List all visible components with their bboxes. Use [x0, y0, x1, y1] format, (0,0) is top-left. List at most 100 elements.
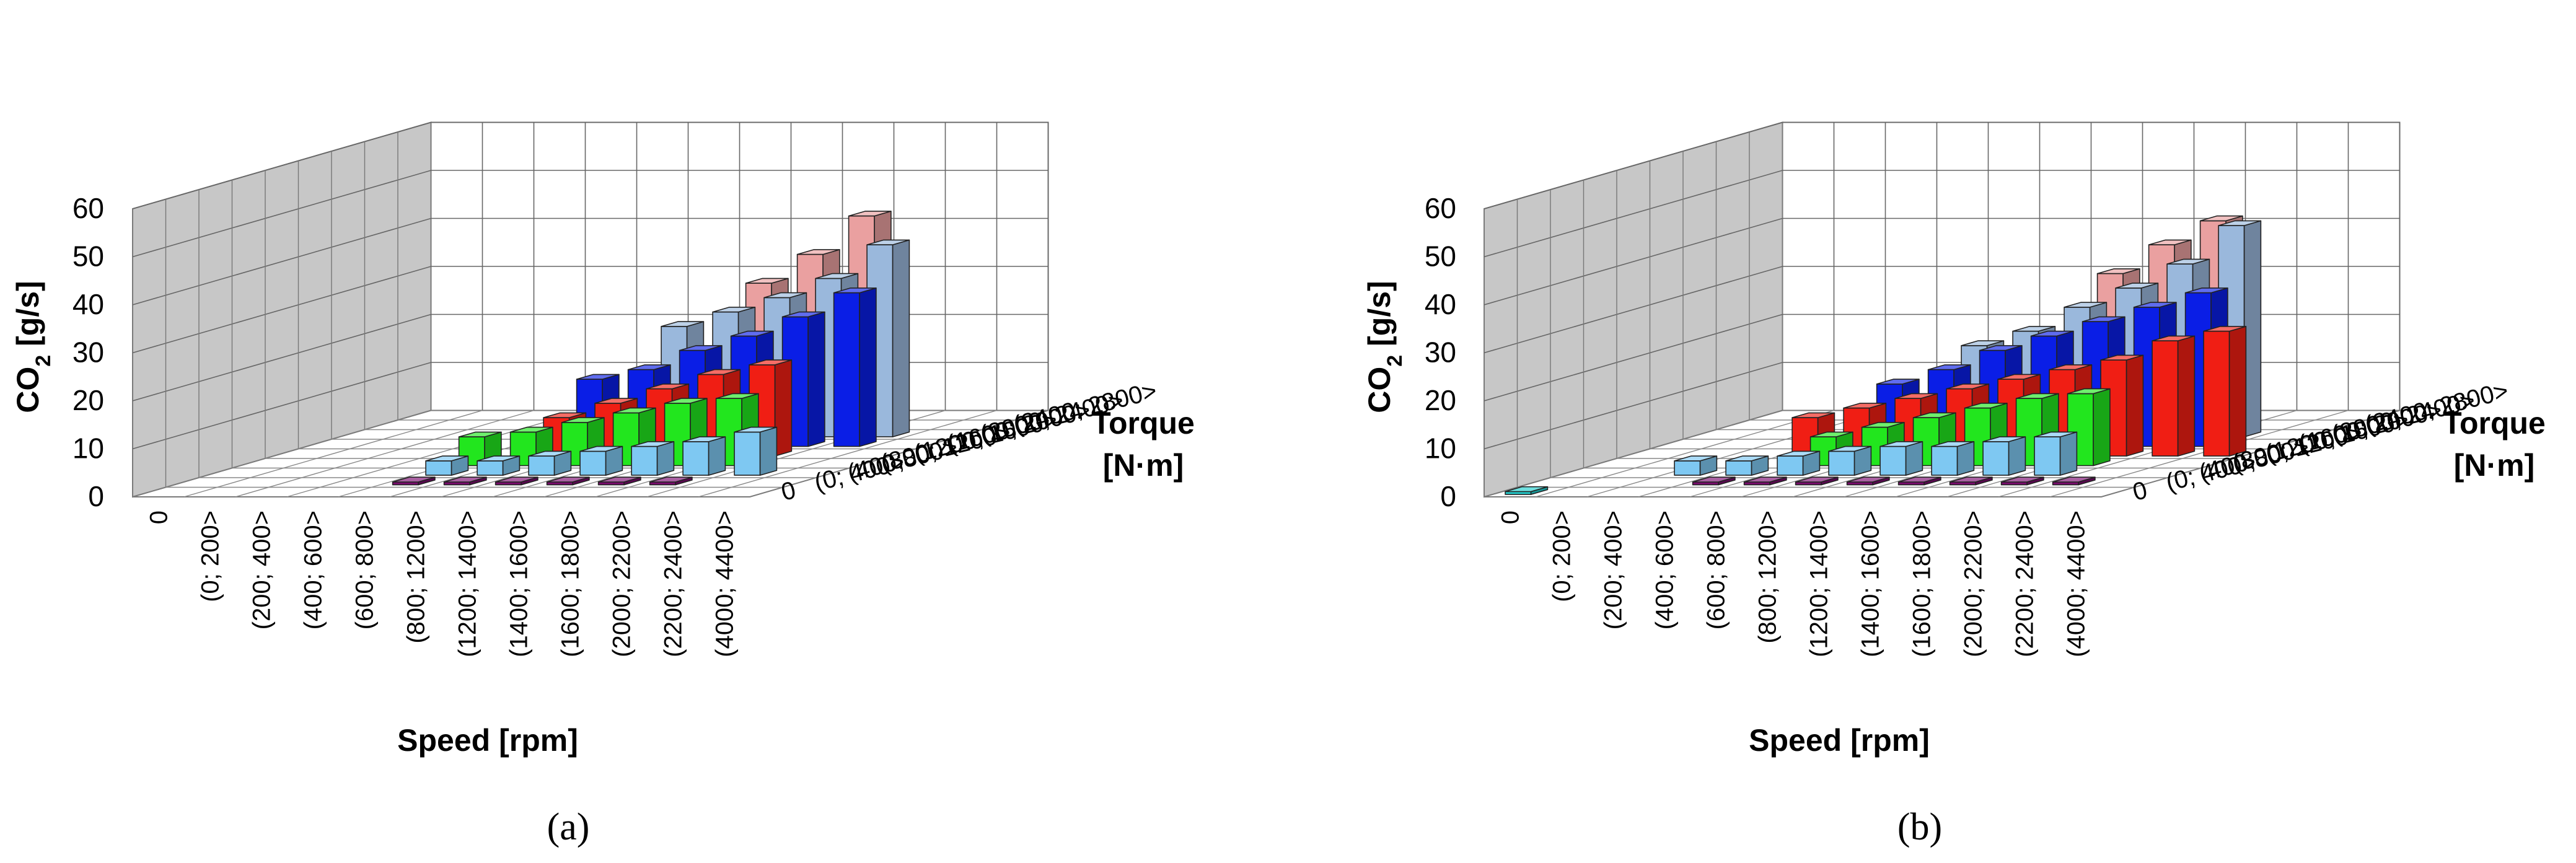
bar-top: [1982, 436, 2026, 442]
bar-top: [763, 292, 807, 299]
bar-top: [2133, 302, 2177, 308]
x-tick-label: (4000; 4400>: [2063, 510, 2090, 657]
bar: [682, 436, 726, 476]
bar-side: [1905, 441, 1923, 476]
bar-top: [1843, 403, 1887, 409]
bar-top: [2100, 354, 2144, 361]
bar-top: [1846, 476, 1890, 483]
bar-top: [1674, 455, 1718, 462]
z-axis-title-rest: [g/s]: [1362, 281, 1397, 354]
x-axis-title: Speed [rpm]: [397, 723, 578, 758]
bar-top: [425, 455, 469, 462]
bar-top: [543, 412, 587, 418]
bar-front: [1777, 455, 1804, 476]
bar-side: [656, 441, 675, 476]
z-tick-label: 0: [88, 480, 104, 512]
bar-top: [1777, 450, 1821, 457]
x-tick-label: (800; 1200>: [403, 510, 430, 644]
x-tick-label: 0: [1497, 510, 1524, 524]
bar-top: [1795, 476, 1839, 483]
x-tick-label: (2200; 2400>: [660, 510, 687, 657]
bar: [2152, 335, 2196, 457]
bar: [1949, 476, 1993, 486]
bar-top: [1828, 445, 1872, 452]
gridline-floor: [1535, 410, 1834, 497]
bar-side: [774, 359, 793, 457]
x-tick-label: (600; 800>: [351, 510, 379, 629]
z-axis-title-main: CO: [11, 367, 45, 413]
bar-side: [759, 426, 778, 476]
bar-top: [1879, 441, 1923, 447]
bar-top: [631, 441, 675, 447]
z-tick-label: 50: [73, 240, 104, 273]
z-tick-label: 60: [73, 192, 104, 224]
bar: [443, 476, 487, 486]
z-axis-title: CO2 [g/s]: [1362, 281, 1407, 413]
bar-side: [859, 287, 877, 447]
bar: [2034, 431, 2078, 476]
bar: [833, 287, 877, 447]
bar-top: [2081, 316, 2125, 322]
bar-front: [528, 455, 555, 476]
x-tick-label: (1400; 1600>: [1857, 510, 1884, 657]
chart-panel-a: 0 10 20 30 40 50 60 0 (0; 200> (200; 400> (400; 60…: [11, 121, 1195, 848]
x-tick-label: (2200; 2400>: [2011, 510, 2039, 657]
bar-top: [734, 426, 778, 433]
bar-front: [1879, 445, 1907, 476]
y-axis-title-line1: Torque: [2443, 406, 2546, 440]
bar-front: [477, 460, 504, 476]
bar-front: [682, 441, 710, 476]
z-axis-title-sub: 2: [1383, 355, 1407, 367]
bar-top: [495, 476, 538, 483]
bar-top: [509, 426, 553, 433]
bar-top: [2199, 215, 2243, 222]
z-tick-label: 30: [1425, 336, 1456, 369]
bar-side: [2059, 431, 2078, 476]
bar-top: [1505, 486, 1549, 493]
bar-top: [848, 211, 892, 217]
x-tick-label: (1400; 1600>: [506, 510, 533, 657]
x-tick-label: (400; 600>: [1651, 510, 1679, 629]
bar-top: [528, 450, 572, 457]
bar: [631, 441, 675, 476]
bar-top: [579, 445, 623, 452]
chart-panel-b: 0 10 20 30 40 50 60 0 (0; 200> (200; 400> (400; 60…: [1362, 121, 2546, 848]
bar-top: [2012, 326, 2056, 332]
bar-top: [1927, 364, 1971, 370]
bar-top: [664, 398, 708, 404]
bar-top: [2096, 268, 2140, 274]
gridline-floor: [2049, 410, 2349, 497]
bar: [425, 455, 469, 476]
bar-top: [646, 383, 690, 390]
bar-top: [392, 476, 436, 483]
bar-top: [2218, 220, 2262, 226]
bar-side: [2228, 326, 2247, 457]
bar-front: [425, 460, 452, 476]
x-axis-title: Speed [rpm]: [1749, 723, 1930, 758]
bar-top: [2064, 302, 2108, 308]
bar: [546, 476, 590, 486]
bar-front: [631, 445, 658, 476]
panel-label: (b): [1897, 806, 1942, 848]
bar-top: [1961, 340, 2005, 346]
x-tick-label: (2000; 2200>: [1960, 510, 1987, 657]
bar-top: [1791, 412, 1835, 418]
bar-front: [734, 431, 761, 476]
x-tick-label: (0; 200>: [1549, 510, 1576, 602]
bar-front: [1725, 460, 1752, 476]
x-tick-label: 0: [146, 510, 173, 524]
bar-top: [597, 476, 641, 483]
bar-top: [1876, 379, 1920, 385]
bar-top: [2152, 335, 2196, 341]
bar: [1725, 455, 1769, 476]
bar-top: [627, 364, 671, 370]
y-axis-title-line2: [N·m]: [2454, 448, 2535, 483]
bar-top: [2034, 431, 2078, 437]
x-tick-label: (400; 600>: [300, 510, 327, 629]
bar: [1897, 476, 1941, 486]
bar-top: [1964, 403, 2008, 409]
z-tick-label: 30: [73, 336, 104, 369]
bar-top: [2148, 239, 2192, 245]
bar-side: [708, 436, 726, 476]
